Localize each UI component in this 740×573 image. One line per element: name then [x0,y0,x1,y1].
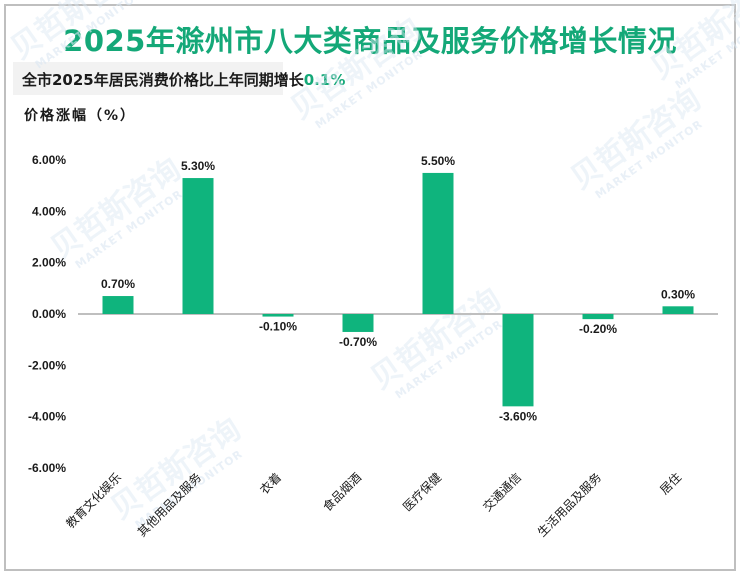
data-label: -3.60% [499,409,537,423]
subtitle: 全市2025年居民消费价格比上年同期增长0.1% [22,69,345,90]
data-label: -0.20% [579,322,617,336]
bar [342,314,374,332]
y-tick-label: -2.00% [28,358,66,372]
y-tick-label: 6.00% [32,153,66,167]
data-label: 0.70% [101,277,135,291]
x-tick-label: 居住 [657,470,684,497]
data-label: 5.50% [421,154,455,168]
bar [182,178,214,314]
subtitle-box [13,62,283,95]
chart-title: 2025年滁州市八大类商品及服务价格增长情况 [63,24,677,58]
y-axis-ticks: 6.00% 4.00% 2.00% 0.00% -2.00% -4.00% -6.00% [28,153,66,475]
data-label: 5.30% [181,159,215,173]
x-tick-label: 医疗保健 [400,470,444,514]
y-tick-label: -4.00% [28,410,66,424]
y-axis-title: 价格涨幅（%） [24,108,137,124]
data-label: -0.10% [259,320,297,334]
x-tick-label: 交通通信 [480,470,525,515]
bar [262,314,294,317]
bar [422,172,454,314]
bar [502,314,534,407]
data-label: 0.30% [661,287,695,301]
bar [582,314,614,320]
x-tick-label: 衣着 [257,470,285,498]
data-label: -0.70% [339,335,377,349]
y-tick-label: 2.00% [32,256,66,270]
chart-frame [4,4,736,571]
x-tick-label: 食品烟酒 [320,470,365,515]
y-tick-label: -6.00% [28,461,66,475]
bars [102,172,694,407]
x-tick-label: 生活用品及服务 [534,470,604,540]
subtitle-value: 0.1% [303,71,346,89]
bar [662,306,694,314]
y-tick-label: 0.00% [32,307,66,321]
y-tick-label: 4.00% [32,204,66,218]
bar [102,296,134,314]
subtitle-text: 全市2025年居民消费价格比上年同期增长 [22,71,304,89]
data-labels: 0.70% 5.30% -0.10% -0.70% 5.50% -3.60% -0.20% 0… [101,154,695,423]
